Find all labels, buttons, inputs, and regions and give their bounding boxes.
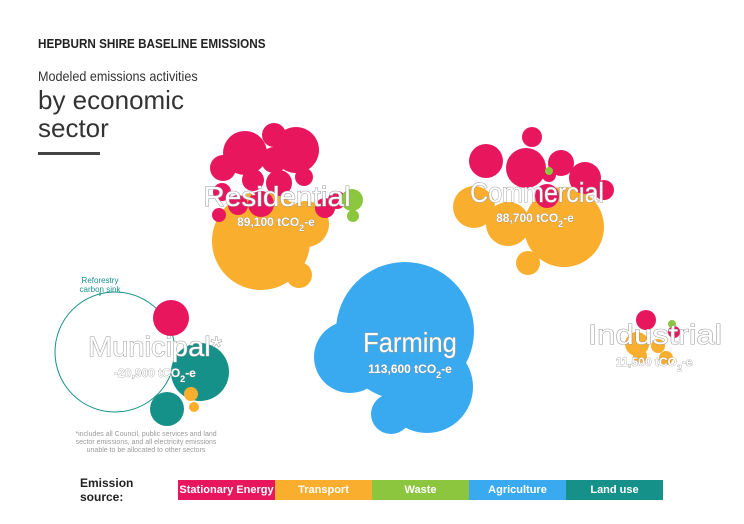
farming-bubble — [371, 394, 411, 434]
farming-bubble — [314, 321, 386, 393]
commercial-bubble — [516, 251, 540, 275]
bubble-layer — [54, 123, 680, 434]
residential-label: Residential — [203, 181, 350, 212]
title-underline — [38, 152, 100, 155]
page-title: by economic sector — [38, 85, 184, 143]
industrial-bubble — [633, 349, 647, 363]
municipal-footnote: *includes all Council, public services a… — [75, 431, 217, 454]
commercial-value: 88,700 tCO2-e — [496, 211, 574, 229]
legend-item-agriculture: Agriculture — [469, 480, 566, 500]
farming-bubble — [339, 318, 365, 344]
carbon-sink-label: Reforestry carbon sink — [80, 276, 122, 294]
commercial-bubble — [469, 144, 503, 178]
commercial-bubble — [531, 225, 557, 251]
residential-bubble — [261, 147, 287, 173]
legend-item-stationary-energy: Stationary Energy — [178, 480, 275, 500]
legend-item-transport: Transport — [275, 480, 372, 500]
residential-bubble — [228, 195, 248, 215]
residential-bubble — [242, 169, 264, 191]
residential-bubble — [262, 123, 286, 147]
industrial-bubble — [636, 310, 656, 330]
residential-value: 89,100 tCO2-e — [237, 215, 315, 233]
municipal-bubble — [153, 300, 189, 336]
legend: Emission source: Stationary Energy Trans… — [80, 476, 663, 504]
commercial-bubble — [486, 202, 530, 246]
residential-bubble — [295, 168, 313, 186]
industrial-bubble — [651, 339, 665, 353]
industrial-bubble — [659, 351, 673, 365]
municipal-bubble — [171, 343, 229, 401]
legend-item-waste: Waste — [372, 480, 469, 500]
residential-bubble — [286, 262, 312, 288]
label-layer: Reforestry carbon sink Residential 89,100 t… — [80, 177, 723, 385]
farming-label: Farming — [363, 327, 457, 358]
municipal-bubble — [150, 392, 184, 426]
commercial-bubble — [506, 148, 546, 188]
page-heading: HEPBURN SHIRE BASELINE EMISSIONS — [38, 36, 266, 51]
municipal-bubble — [189, 402, 199, 412]
farming-bubble — [365, 296, 395, 326]
residential-bubble — [288, 242, 306, 260]
commercial-bubble — [535, 184, 559, 208]
industrial-bubble — [668, 320, 676, 328]
page-subtitle: Modeled emissions activities — [38, 68, 198, 84]
commercial-bubble — [569, 162, 601, 194]
residential-bubble — [328, 191, 346, 209]
residential-bubble — [248, 191, 274, 217]
commercial-bubble — [548, 150, 574, 176]
commercial-bubble — [594, 180, 614, 200]
municipal-value: -20,900 tCO2-e — [114, 366, 196, 384]
industrial-value: 11,500 tCO2-e — [615, 355, 692, 373]
commercial-bubble — [545, 167, 553, 175]
residential-bubble — [213, 183, 231, 201]
commercial-label: Commercial — [470, 177, 604, 208]
carbon-sink-circle — [54, 291, 176, 413]
commercial-bubble — [453, 186, 495, 228]
municipal-bubble — [184, 387, 198, 401]
legend-title: Emission source: — [80, 476, 134, 504]
municipal-label: Municipal* — [88, 331, 222, 362]
residential-bubble — [347, 210, 359, 222]
residential-bubble — [212, 208, 226, 222]
residential-bubble — [210, 155, 236, 181]
legend-item-land-use: Land use — [566, 480, 663, 500]
industrial-bubble — [668, 326, 680, 338]
residential-bubble — [266, 170, 292, 196]
residential-bubble — [341, 189, 363, 211]
commercial-bubble — [522, 127, 542, 147]
farming-value: 113,600 tCO2-e — [368, 362, 452, 380]
industrial-label: Industrial — [588, 319, 722, 350]
